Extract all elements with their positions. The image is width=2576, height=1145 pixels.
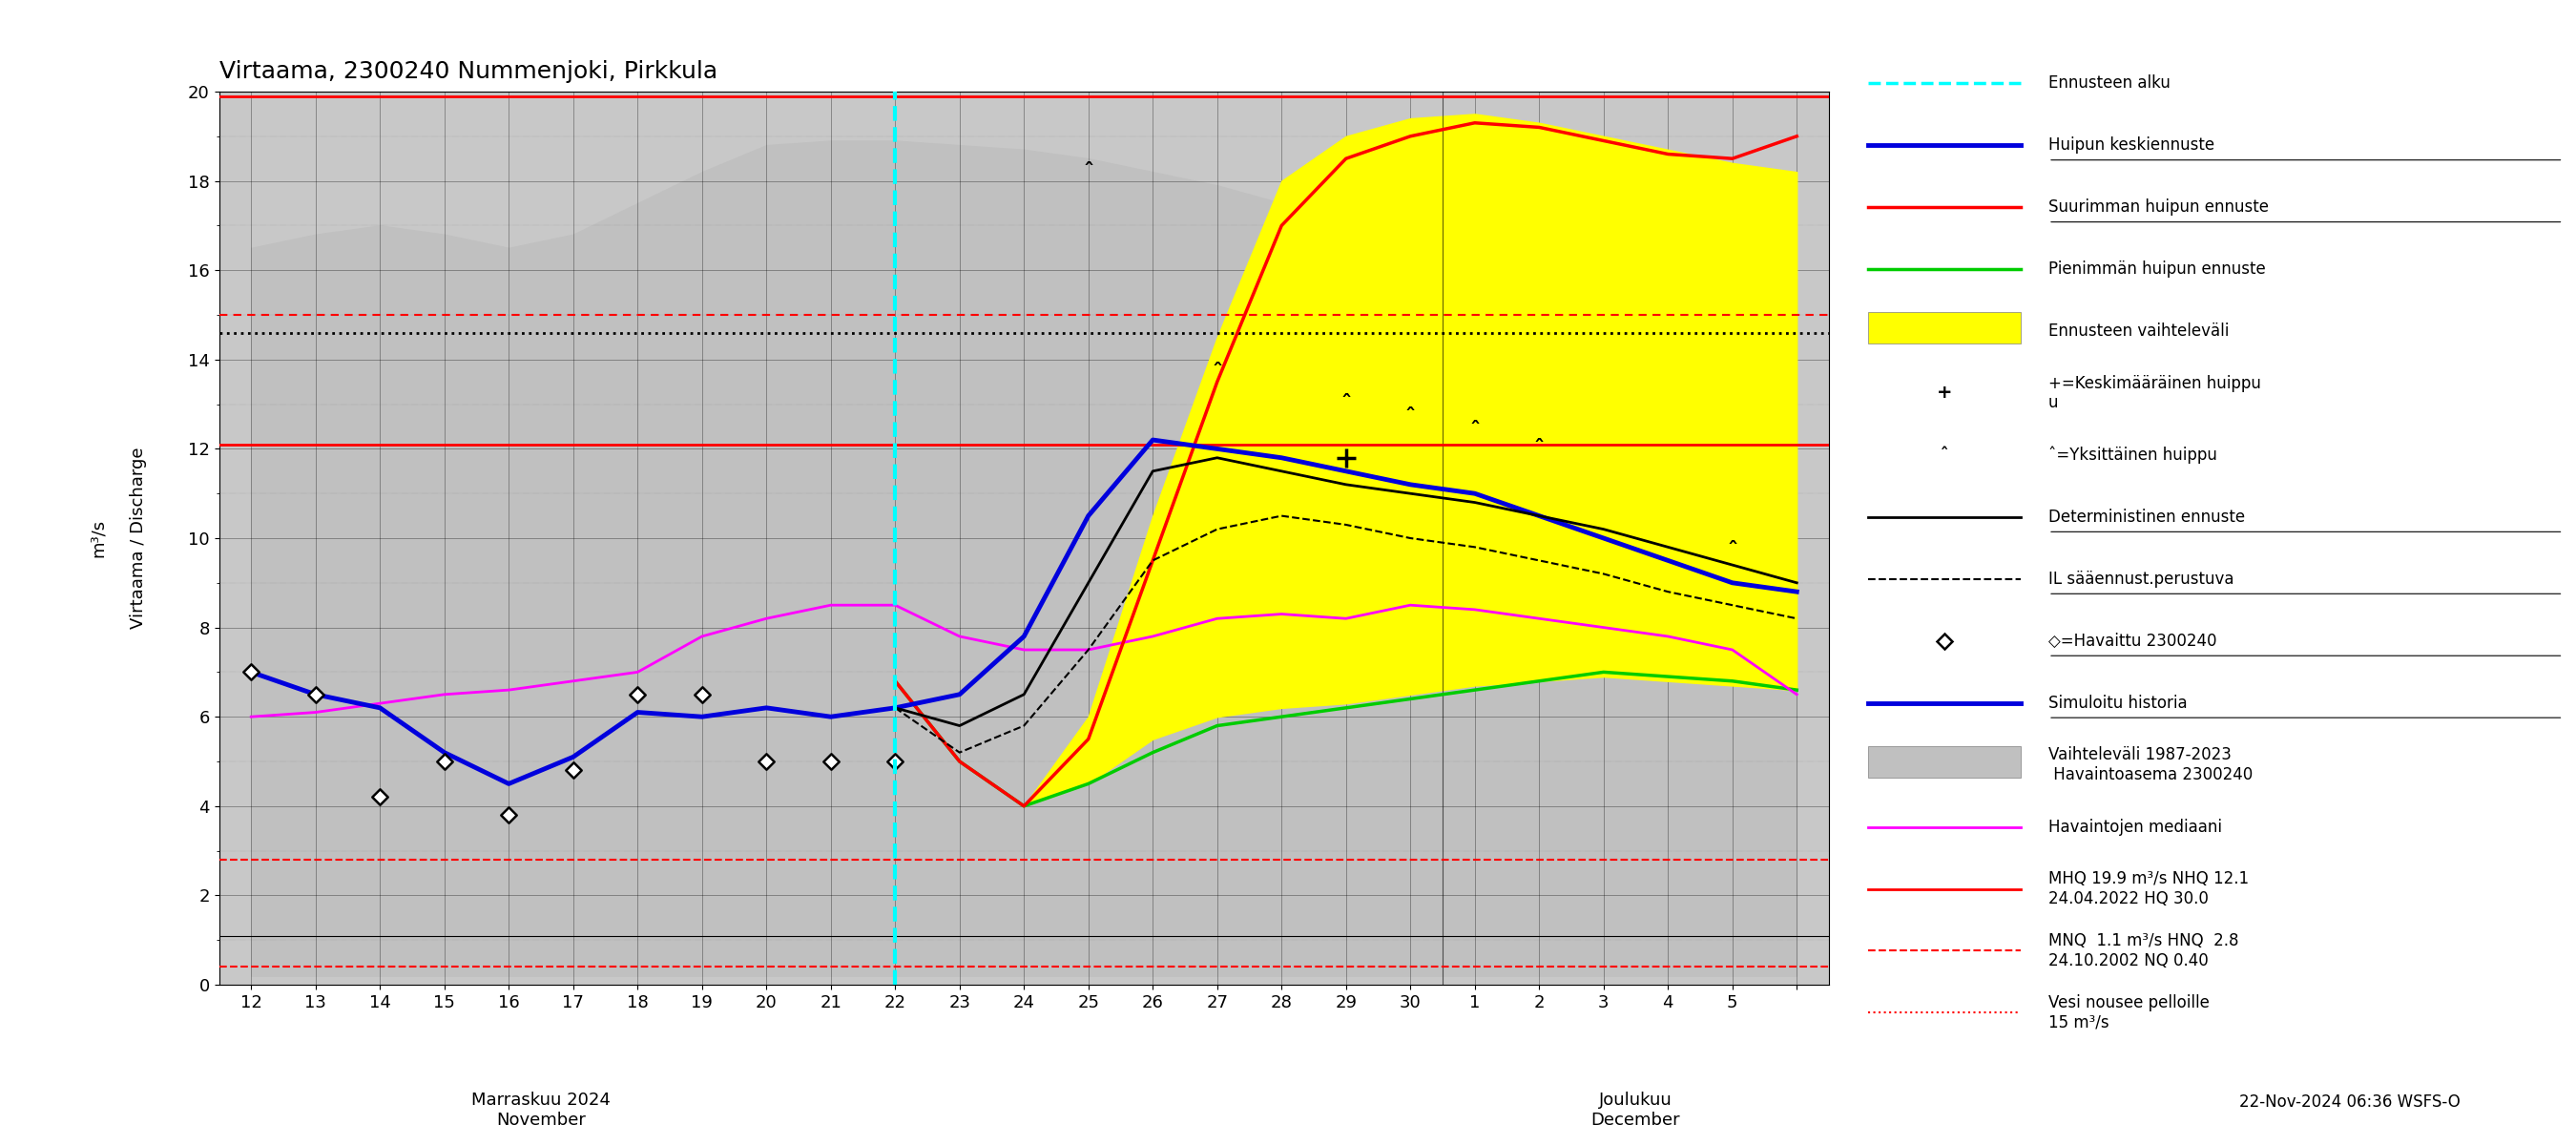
Bar <box>1868 745 2020 777</box>
Text: 22-Nov-2024 06:36 WSFS-O: 22-Nov-2024 06:36 WSFS-O <box>2239 1093 2460 1111</box>
Text: Marraskuu 2024
November: Marraskuu 2024 November <box>471 1092 611 1129</box>
Text: Virtaama, 2300240 Nummenjoki, Pirkkula: Virtaama, 2300240 Nummenjoki, Pirkkula <box>219 61 716 84</box>
Text: ◇=Havaittu 2300240: ◇=Havaittu 2300240 <box>2048 632 2218 649</box>
Text: Huipun keskiennuste: Huipun keskiennuste <box>2048 136 2215 153</box>
Text: Vesi nousee pelloille
15 m³/s: Vesi nousee pelloille 15 m³/s <box>2048 994 2210 1032</box>
Point <box>873 752 917 771</box>
Text: ˆ: ˆ <box>1940 447 1947 464</box>
Point <box>680 685 721 703</box>
Point <box>232 663 270 681</box>
Text: ˆ: ˆ <box>1211 363 1224 381</box>
Point <box>487 806 531 824</box>
Point <box>358 788 402 806</box>
Bar <box>1868 313 2020 344</box>
Text: ˆ: ˆ <box>1404 408 1417 426</box>
Text: ˆ: ˆ <box>1340 394 1352 413</box>
Text: Vaihteleväli 1987-2023
 Havaintoasema 2300240: Vaihteleväli 1987-2023 Havaintoasema 230… <box>2048 747 2254 783</box>
Text: +: + <box>1937 384 1953 402</box>
Text: Pienimmän huipun ennuste: Pienimmän huipun ennuste <box>2048 261 2267 278</box>
Text: ˆ: ˆ <box>1726 542 1739 560</box>
Text: Ennusteen vaihteleväli: Ennusteen vaihteleväli <box>2048 323 2228 340</box>
Point <box>551 761 592 780</box>
Point <box>809 752 850 771</box>
Point <box>747 752 788 771</box>
Text: m³/s: m³/s <box>90 519 106 558</box>
Text: MHQ 19.9 m³/s NHQ 12.1
24.04.2022 HQ 30.0: MHQ 19.9 m³/s NHQ 12.1 24.04.2022 HQ 30.… <box>2048 870 2249 907</box>
Text: Simuloitu historia: Simuloitu historia <box>2048 694 2187 711</box>
Point <box>422 752 464 771</box>
Text: Suurimman huipun ennuste: Suurimman huipun ennuste <box>2048 198 2269 215</box>
Text: +=Keskimääräinen huippu
u: +=Keskimääräinen huippu u <box>2048 374 2262 411</box>
Point <box>618 685 659 703</box>
Text: Havaintojen mediaani: Havaintojen mediaani <box>2048 819 2223 836</box>
Point <box>294 685 335 703</box>
Text: ˆ: ˆ <box>1082 161 1095 181</box>
Text: Ennusteen alku: Ennusteen alku <box>2048 74 2172 92</box>
Text: ˆ: ˆ <box>1468 421 1481 440</box>
Text: MNQ  1.1 m³/s HNQ  2.8
24.10.2002 NQ 0.40: MNQ 1.1 m³/s HNQ 2.8 24.10.2002 NQ 0.40 <box>2048 932 2239 970</box>
Text: ˆ=Yksittäinen huippu: ˆ=Yksittäinen huippu <box>2048 447 2218 464</box>
Text: Joulukuu
December: Joulukuu December <box>1592 1092 1680 1129</box>
Text: Deterministinen ennuste: Deterministinen ennuste <box>2048 508 2246 526</box>
Text: IL sääennust.perustuva: IL sääennust.perustuva <box>2048 570 2233 587</box>
Text: ˆ: ˆ <box>1533 439 1546 458</box>
Text: Virtaama / Discharge: Virtaama / Discharge <box>129 448 147 629</box>
